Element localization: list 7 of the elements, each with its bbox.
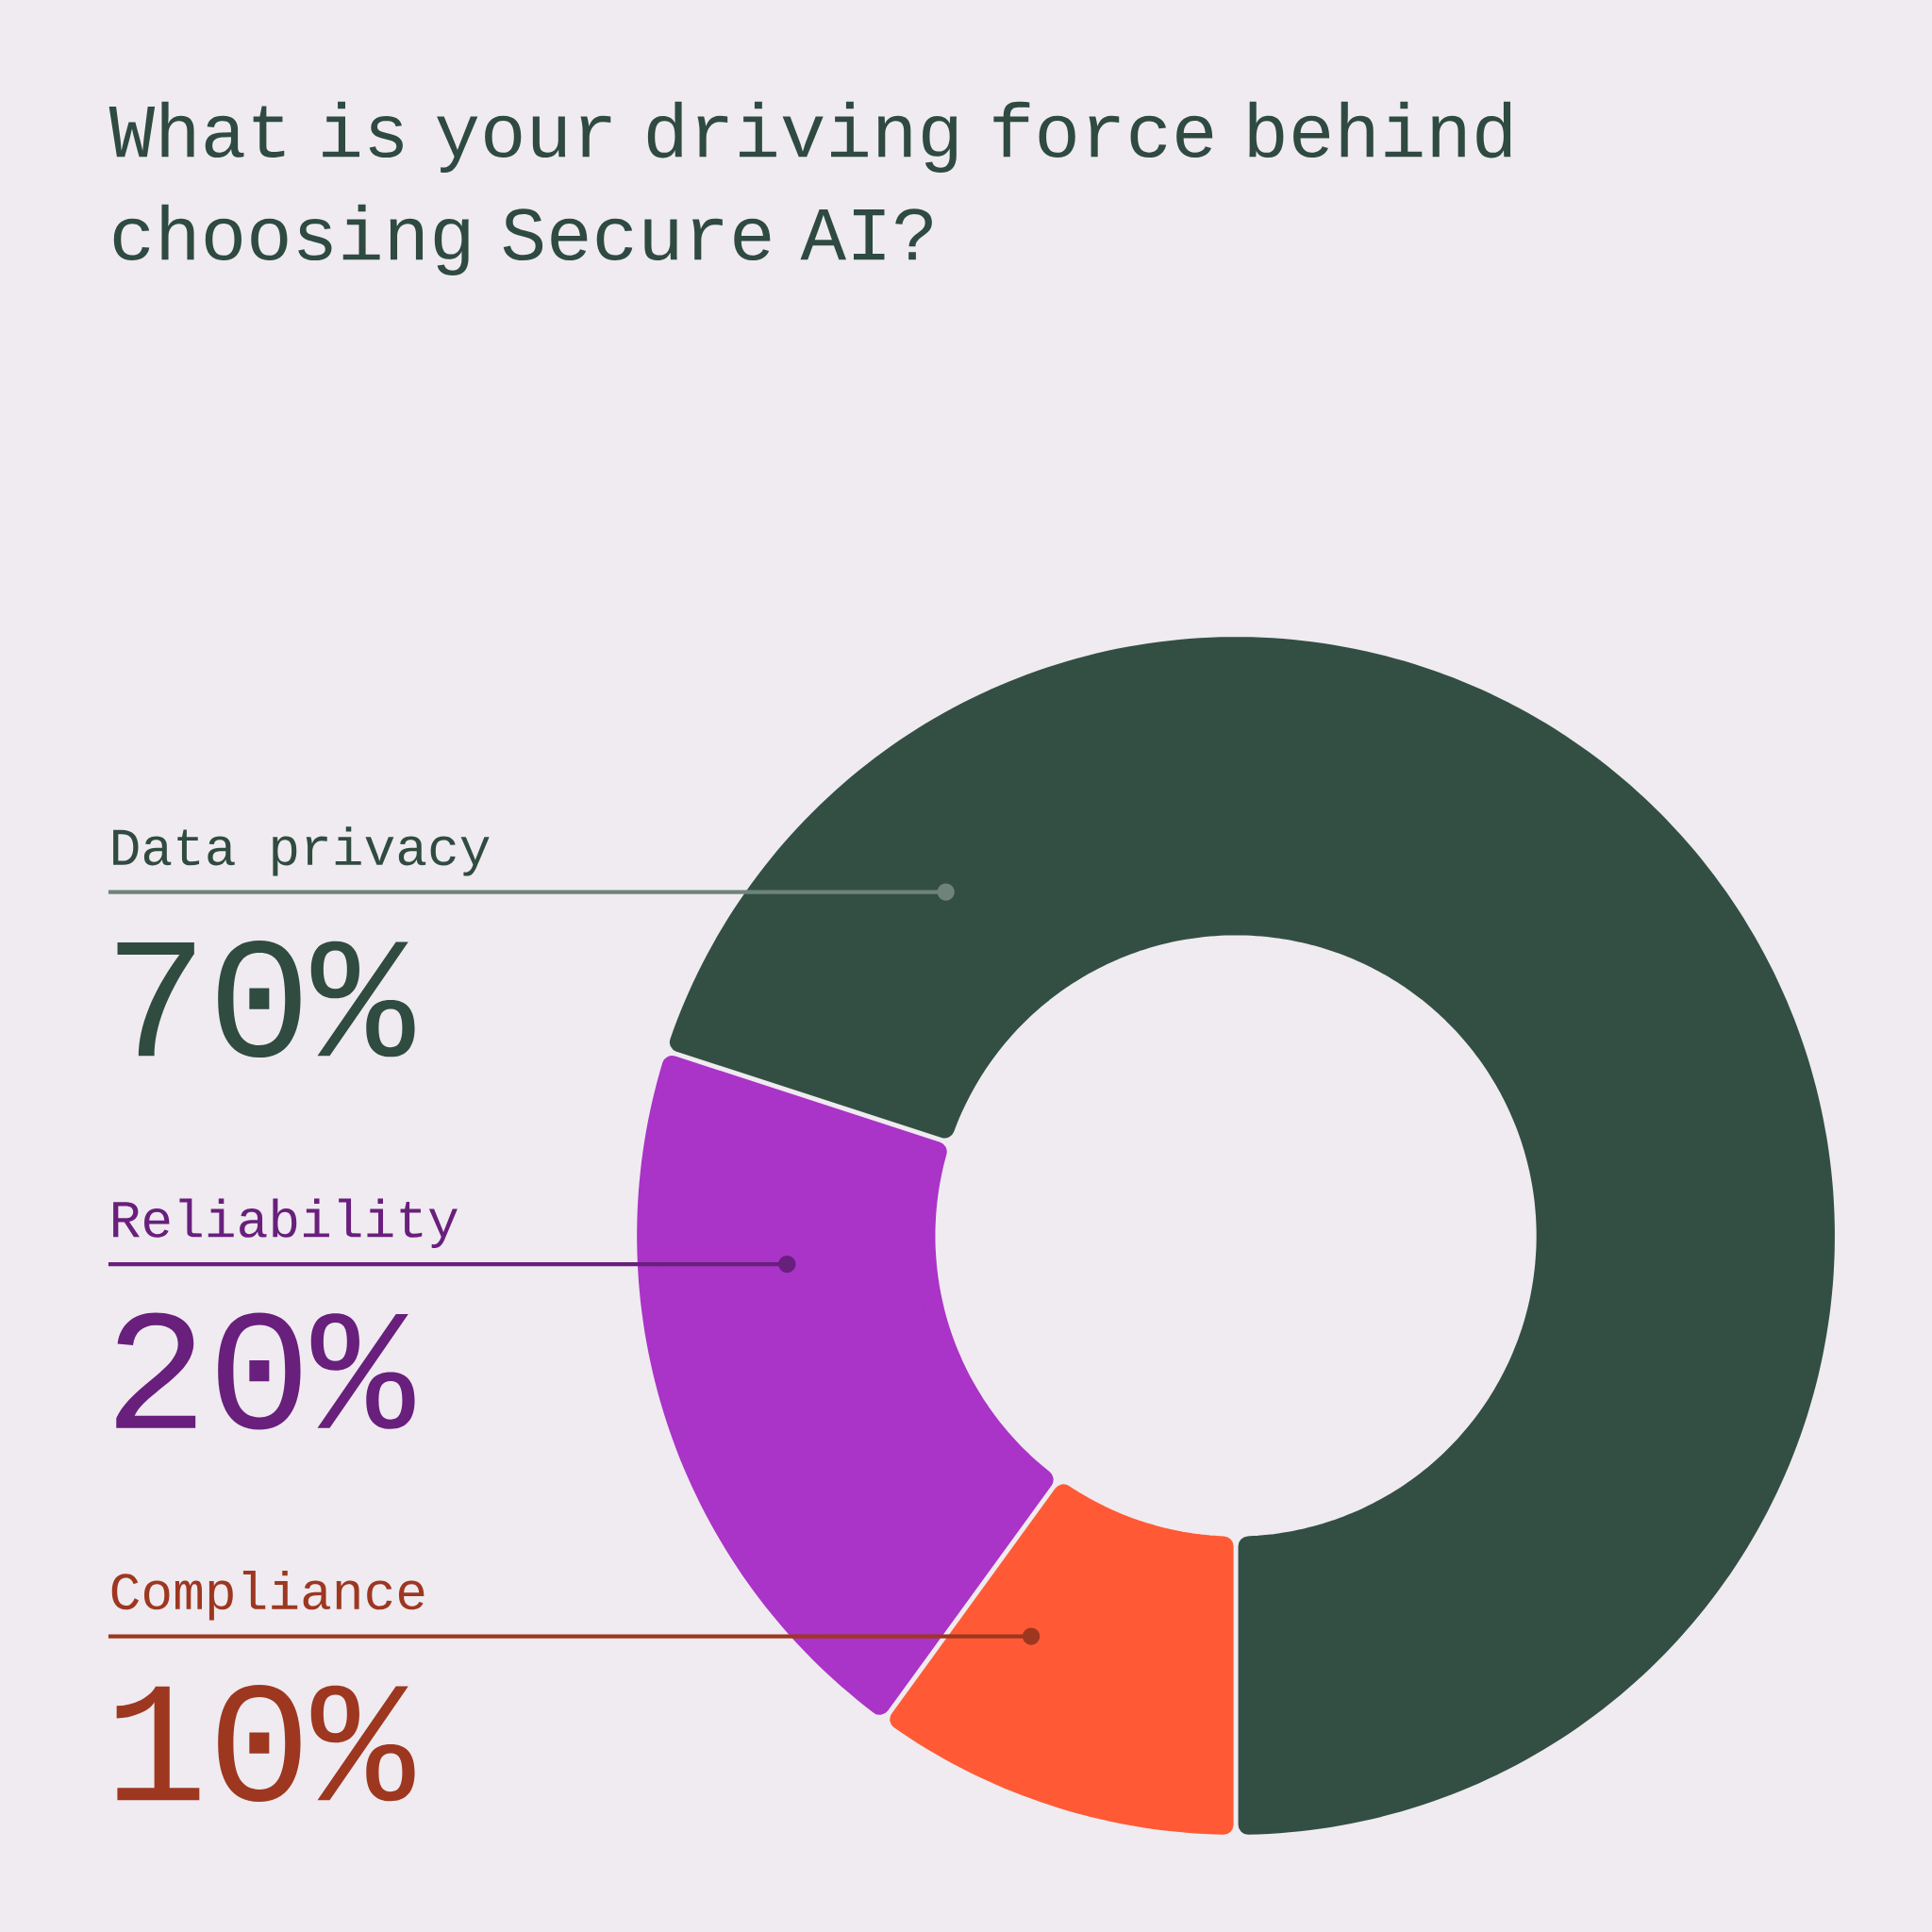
slice-label: Compliance [111, 1571, 425, 1621]
data-label: 10% [116, 1685, 415, 1803]
data-label: 20% [116, 1312, 415, 1430]
slice-label: Data privacy [113, 826, 490, 876]
data-label: 70% [117, 941, 415, 1058]
slice-label: Reliability [113, 1198, 458, 1249]
chart-title: What is your driving force behind choosing Secure AI? [108, 101, 1511, 276]
